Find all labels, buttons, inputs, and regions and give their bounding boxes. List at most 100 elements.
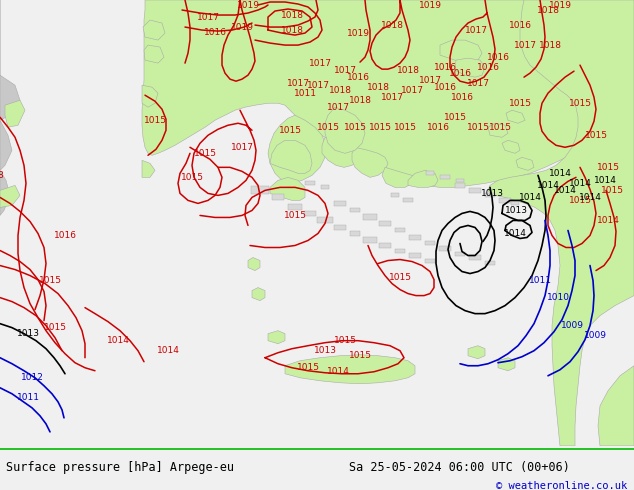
Text: 1015: 1015 xyxy=(489,123,512,132)
Polygon shape xyxy=(511,201,519,205)
Polygon shape xyxy=(395,228,405,232)
Polygon shape xyxy=(379,221,391,226)
Text: 1018: 1018 xyxy=(396,66,420,74)
Polygon shape xyxy=(142,85,158,107)
Polygon shape xyxy=(334,225,346,230)
Text: 1018: 1018 xyxy=(328,86,351,95)
Text: 1015: 1015 xyxy=(143,116,167,125)
Text: 1017: 1017 xyxy=(401,86,424,95)
Text: 1009: 1009 xyxy=(583,331,607,340)
Text: 1017: 1017 xyxy=(514,41,536,49)
Text: 1015: 1015 xyxy=(597,163,619,172)
Polygon shape xyxy=(468,346,485,359)
Text: 1015: 1015 xyxy=(467,123,489,132)
Polygon shape xyxy=(485,194,495,197)
Text: 1015: 1015 xyxy=(344,123,366,132)
Text: 1016: 1016 xyxy=(508,21,531,29)
Text: 1015: 1015 xyxy=(569,98,592,108)
Text: 1016: 1016 xyxy=(477,63,500,72)
Polygon shape xyxy=(498,358,515,371)
Text: 1019: 1019 xyxy=(548,0,571,9)
Polygon shape xyxy=(455,58,485,77)
Text: © weatheronline.co.uk: © weatheronline.co.uk xyxy=(496,482,628,490)
Polygon shape xyxy=(350,231,360,236)
Polygon shape xyxy=(488,0,634,446)
Polygon shape xyxy=(0,0,20,120)
Text: 1015: 1015 xyxy=(368,123,392,132)
Polygon shape xyxy=(506,110,525,123)
Polygon shape xyxy=(598,366,634,446)
Text: 1016: 1016 xyxy=(53,231,77,240)
Polygon shape xyxy=(143,20,165,40)
Polygon shape xyxy=(382,168,415,187)
Polygon shape xyxy=(144,45,164,63)
Text: 1019: 1019 xyxy=(418,0,441,9)
Polygon shape xyxy=(248,258,260,270)
Polygon shape xyxy=(469,188,481,193)
Polygon shape xyxy=(317,218,333,223)
Polygon shape xyxy=(305,181,315,185)
Polygon shape xyxy=(252,288,265,300)
Polygon shape xyxy=(352,147,388,177)
Text: 1017: 1017 xyxy=(467,79,489,88)
Text: 1011: 1011 xyxy=(294,89,316,98)
Text: 1010: 1010 xyxy=(547,293,569,302)
Text: 1016: 1016 xyxy=(427,123,450,132)
Text: 1014: 1014 xyxy=(548,169,571,178)
Polygon shape xyxy=(5,100,25,127)
Text: 1014: 1014 xyxy=(519,193,541,202)
Polygon shape xyxy=(516,157,534,171)
Polygon shape xyxy=(409,235,421,240)
Polygon shape xyxy=(285,355,415,384)
Text: 1015: 1015 xyxy=(283,211,306,220)
Polygon shape xyxy=(363,215,377,220)
Text: 1015: 1015 xyxy=(181,173,204,182)
Text: 1016: 1016 xyxy=(448,69,472,77)
Text: 1017: 1017 xyxy=(333,66,356,74)
Text: 1017: 1017 xyxy=(418,75,441,85)
Polygon shape xyxy=(379,243,391,248)
Polygon shape xyxy=(0,171,10,216)
Text: 1014: 1014 xyxy=(569,179,592,188)
Text: Surface pressure [hPa] Arpege-eu: Surface pressure [hPa] Arpege-eu xyxy=(6,461,235,473)
Text: 1015: 1015 xyxy=(389,273,411,282)
Polygon shape xyxy=(270,140,312,173)
Text: 1019: 1019 xyxy=(236,0,259,9)
Text: 1018: 1018 xyxy=(280,25,304,35)
Text: 1017: 1017 xyxy=(309,59,332,68)
Text: 1017: 1017 xyxy=(465,25,488,35)
Text: 1015: 1015 xyxy=(333,336,356,345)
Text: 1017: 1017 xyxy=(287,79,309,88)
Polygon shape xyxy=(409,253,421,258)
Polygon shape xyxy=(270,177,305,200)
Polygon shape xyxy=(440,40,482,63)
Text: 1017: 1017 xyxy=(327,103,349,112)
Text: 1016: 1016 xyxy=(434,63,456,72)
Polygon shape xyxy=(325,107,365,153)
Text: 1014: 1014 xyxy=(503,229,526,238)
Text: 1009: 1009 xyxy=(560,321,583,330)
Text: 1018: 1018 xyxy=(536,5,559,15)
Polygon shape xyxy=(499,198,511,203)
Polygon shape xyxy=(334,201,346,206)
Polygon shape xyxy=(455,183,465,188)
Polygon shape xyxy=(488,123,508,137)
Text: 1016: 1016 xyxy=(347,73,370,82)
Text: 1015: 1015 xyxy=(297,363,320,372)
Polygon shape xyxy=(142,160,155,177)
Polygon shape xyxy=(350,208,360,213)
Polygon shape xyxy=(469,255,481,260)
Text: 1018: 1018 xyxy=(349,96,372,105)
Text: 1016: 1016 xyxy=(486,52,510,62)
Text: 1014: 1014 xyxy=(327,367,349,376)
Text: 1017: 1017 xyxy=(306,81,330,90)
Polygon shape xyxy=(502,140,520,153)
Text: 1016: 1016 xyxy=(204,27,226,37)
Text: 1015: 1015 xyxy=(39,276,61,285)
Polygon shape xyxy=(363,238,377,244)
Text: 1015: 1015 xyxy=(349,351,372,360)
Text: 1019: 1019 xyxy=(231,23,254,31)
Polygon shape xyxy=(142,0,634,187)
Text: 1015: 1015 xyxy=(508,98,531,108)
Text: 1013: 1013 xyxy=(481,189,503,198)
